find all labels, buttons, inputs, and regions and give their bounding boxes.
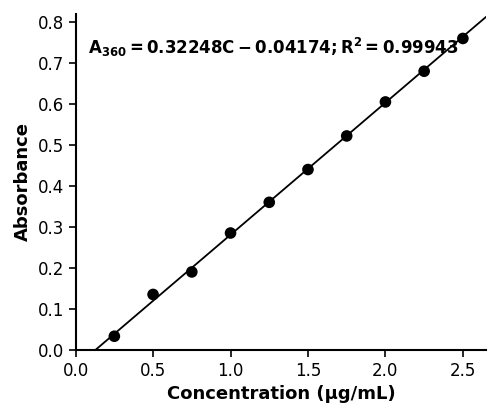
Point xyxy=(304,166,312,173)
Point xyxy=(420,68,428,75)
Point xyxy=(226,230,234,236)
Point xyxy=(342,133,350,139)
Point xyxy=(459,35,467,42)
Point xyxy=(110,333,118,339)
Point xyxy=(382,98,390,105)
Text: $\mathbf{A_{360}}$$\mathbf{= 0.32248C - 0.04174; R^2 = 0.99943}$: $\mathbf{A_{360}}$$\mathbf{= 0.32248C - … xyxy=(88,36,459,59)
Point xyxy=(149,291,157,298)
Point xyxy=(188,269,196,275)
X-axis label: Concentration (μg/mL): Concentration (μg/mL) xyxy=(166,385,395,403)
Point xyxy=(266,199,274,206)
Y-axis label: Absorbance: Absorbance xyxy=(14,122,32,241)
